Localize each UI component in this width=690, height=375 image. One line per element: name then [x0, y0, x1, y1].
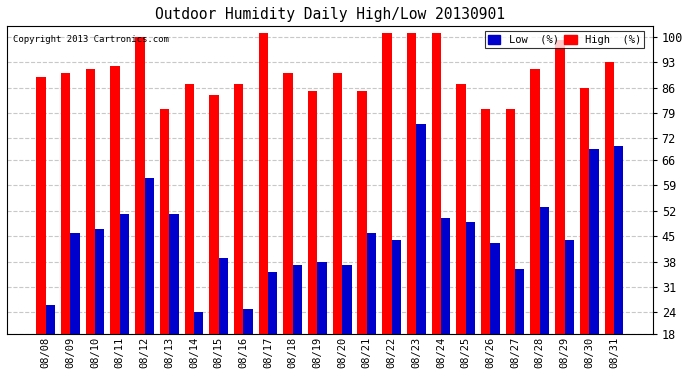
Bar: [441, 218, 451, 375]
Bar: [506, 109, 515, 375]
Title: Outdoor Humidity Daily High/Low 20130901: Outdoor Humidity Daily High/Low 20130901: [155, 7, 505, 22]
Bar: [515, 269, 524, 375]
Bar: [357, 91, 367, 375]
Bar: [135, 37, 144, 375]
Bar: [481, 109, 491, 375]
Bar: [160, 109, 169, 375]
Bar: [580, 87, 589, 375]
Bar: [293, 265, 302, 375]
Bar: [95, 229, 104, 375]
Bar: [407, 33, 416, 375]
Bar: [456, 84, 466, 375]
Text: Copyright 2013 Cartronics.com: Copyright 2013 Cartronics.com: [13, 35, 169, 44]
Bar: [234, 84, 244, 375]
Legend: Low  (%), High  (%): Low (%), High (%): [485, 32, 644, 48]
Bar: [589, 149, 599, 375]
Bar: [604, 62, 614, 375]
Bar: [317, 261, 327, 375]
Bar: [333, 73, 342, 375]
Bar: [169, 214, 179, 375]
Bar: [284, 73, 293, 375]
Bar: [491, 243, 500, 375]
Bar: [367, 232, 376, 375]
Bar: [120, 214, 129, 375]
Bar: [61, 73, 70, 375]
Bar: [431, 33, 441, 375]
Bar: [391, 240, 401, 375]
Bar: [70, 232, 80, 375]
Bar: [466, 222, 475, 375]
Bar: [614, 146, 623, 375]
Bar: [37, 76, 46, 375]
Bar: [259, 33, 268, 375]
Bar: [144, 178, 154, 375]
Bar: [531, 69, 540, 375]
Bar: [110, 66, 120, 375]
Bar: [555, 40, 564, 375]
Bar: [416, 124, 426, 375]
Bar: [244, 309, 253, 375]
Bar: [564, 240, 574, 375]
Bar: [308, 91, 317, 375]
Bar: [342, 265, 351, 375]
Bar: [268, 272, 277, 375]
Bar: [382, 33, 391, 375]
Bar: [86, 69, 95, 375]
Bar: [540, 207, 549, 375]
Bar: [46, 305, 55, 375]
Bar: [184, 84, 194, 375]
Bar: [194, 312, 204, 375]
Bar: [209, 95, 219, 375]
Bar: [219, 258, 228, 375]
